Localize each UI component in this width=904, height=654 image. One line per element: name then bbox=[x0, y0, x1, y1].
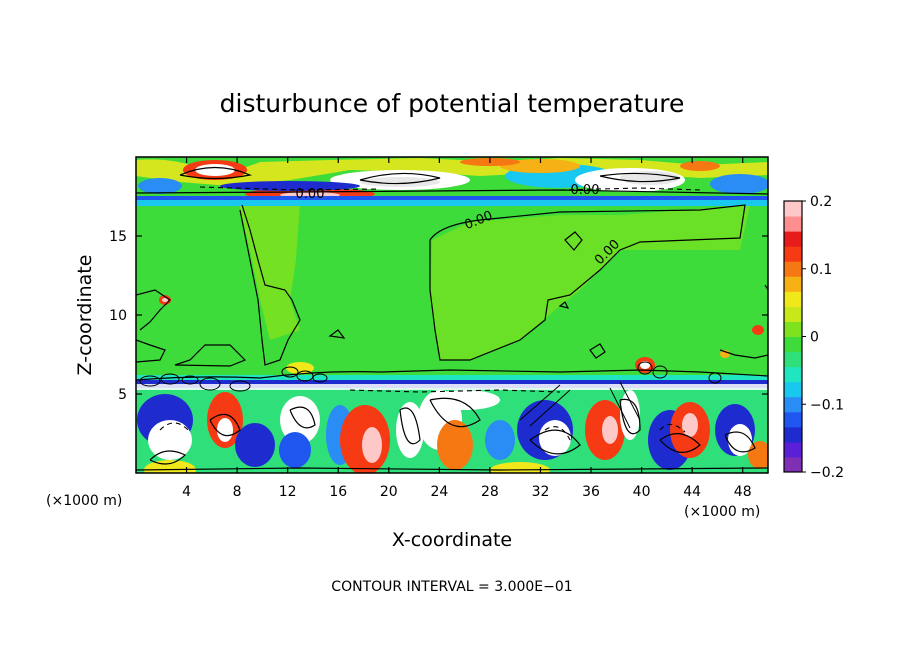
colorbar-swatch bbox=[784, 366, 802, 383]
boundary-contour-cluster bbox=[139, 361, 722, 429]
x-tick-label: 24 bbox=[430, 484, 448, 500]
colorbar-swatch bbox=[784, 231, 802, 247]
colorbar-tick-label: 0.2 bbox=[810, 194, 832, 210]
colorbar-swatch bbox=[784, 201, 802, 217]
contour-label-top-left: 0.00 bbox=[296, 187, 325, 202]
x-unit-left: (×1000 m) bbox=[46, 493, 122, 509]
x-tick-label: 48 bbox=[734, 484, 752, 500]
colorbar-tick-label: −0.2 bbox=[810, 465, 844, 481]
light-green-plume-left bbox=[238, 200, 300, 340]
light-green-plume-right bbox=[430, 205, 750, 360]
colorbar-swatch bbox=[784, 276, 802, 292]
colorbar-swatch bbox=[784, 291, 802, 307]
x-unit-right: (×1000 m) bbox=[684, 504, 760, 520]
y-axis-label: Z-coordinate bbox=[74, 255, 96, 376]
potential-temperature-field bbox=[136, 157, 768, 473]
x-tick-label: 32 bbox=[532, 484, 550, 500]
colorbar-swatch bbox=[784, 321, 802, 337]
colorbar-swatch bbox=[784, 381, 802, 398]
colorbar-swatch bbox=[784, 426, 802, 443]
contour-interval-note: CONTOUR INTERVAL = 3.000E−01 bbox=[331, 579, 572, 595]
x-tick-label: 44 bbox=[683, 484, 701, 500]
contour-label-top-right: 0.00 bbox=[571, 183, 600, 198]
colorbar-swatch bbox=[784, 411, 802, 428]
x-tick-label: 8 bbox=[233, 484, 242, 500]
colorbar-tick-label: 0.1 bbox=[810, 262, 832, 278]
upper-boundary-band bbox=[136, 200, 768, 206]
colorbar-tick-label: 0 bbox=[810, 330, 819, 346]
y-tick-label: 10 bbox=[109, 308, 127, 324]
colorbar-swatch bbox=[784, 216, 802, 232]
x-tick-label: 40 bbox=[633, 484, 651, 500]
colorbar-ticks: 0.2 0.1 0 −0.1 −0.2 bbox=[802, 194, 844, 481]
x-axis-label: X-coordinate bbox=[392, 529, 512, 551]
colorbar-swatch bbox=[784, 441, 802, 458]
x-tick-label: 16 bbox=[329, 484, 347, 500]
colorbar bbox=[783, 200, 803, 473]
y-tick-label: 5 bbox=[118, 387, 127, 403]
colorbar-swatch bbox=[784, 261, 802, 277]
x-tick-label: 4 bbox=[182, 484, 191, 500]
dashed-contours bbox=[159, 186, 701, 441]
colorbar-swatch bbox=[784, 396, 802, 413]
chart-title: disturbunce of potential temperature bbox=[220, 89, 685, 118]
y-ticks: 5 10 15 bbox=[109, 229, 768, 403]
contour-lines bbox=[136, 166, 768, 471]
x-tick-label: 20 bbox=[380, 484, 398, 500]
colorbar-swatch bbox=[784, 246, 802, 262]
colorbar-swatch bbox=[784, 336, 802, 353]
colorbar-swatch bbox=[784, 306, 802, 322]
colorbar-tick-label: −0.1 bbox=[810, 397, 844, 413]
x-tick-label: 36 bbox=[582, 484, 600, 500]
x-tick-label: 28 bbox=[481, 484, 499, 500]
x-tick-label: 12 bbox=[279, 484, 297, 500]
colorbar-swatch bbox=[784, 351, 802, 368]
colorbar-swatch bbox=[784, 456, 802, 473]
x-ticks: 4 8 12 16 20 24 28 32 36 40 44 48 bbox=[182, 157, 752, 500]
y-tick-label: 15 bbox=[109, 229, 127, 245]
